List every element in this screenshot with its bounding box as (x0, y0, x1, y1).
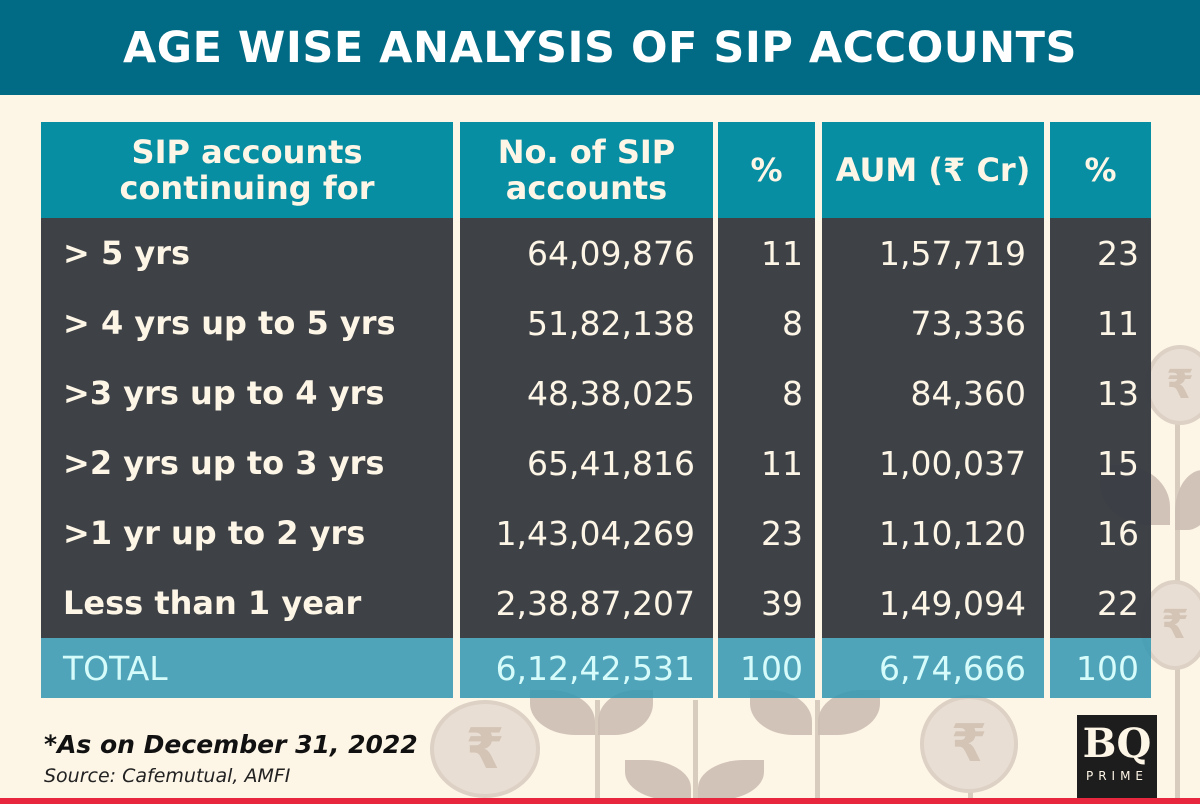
table-row-label: > 5 yrs (63, 234, 191, 272)
rupee-coin-icon: ₹ (920, 695, 1018, 793)
plant-stem-icon (815, 700, 820, 798)
footnote-date: *As on December 31, 2022 (44, 730, 418, 759)
aum-percent-value: 15 (1097, 443, 1139, 483)
plant-stem-icon (595, 700, 600, 798)
logo-subtext: PRIME (1085, 769, 1149, 783)
total-accounts-percent: 100 (718, 638, 815, 698)
accounts-percent-value: 11 (761, 443, 803, 483)
accounts-percent-value: 8 (782, 373, 803, 413)
accounts-percent-value: 8 (782, 303, 803, 343)
column-accounts: No. of SIP accounts 64,09,876 51,82,138 … (460, 122, 713, 698)
column-accounts-percent: % 11 8 8 11 23 39 100 (718, 122, 815, 698)
leaf-icon (698, 760, 764, 800)
table-row-label: >1 yr up to 2 yrs (63, 514, 366, 552)
table-row-label: >3 yrs up to 4 yrs (63, 374, 385, 412)
accounts-percent-value: 23 (761, 513, 803, 553)
table-row-label: Less than 1 year (63, 584, 362, 622)
table-row-label: >2 yrs up to 3 yrs (63, 444, 385, 482)
column-duration: SIP accounts continuing for > 5 yrs > 4 … (41, 122, 453, 698)
accounts-percent-value: 39 (761, 583, 803, 623)
leaf-icon (625, 760, 691, 800)
aum-percent-value: 16 (1097, 513, 1139, 553)
aum-value: 1,57,719 (879, 233, 1026, 273)
aum-percent-value: 23 (1097, 233, 1139, 273)
header-aum: AUM (₹ Cr) (822, 122, 1044, 218)
plant-stem-icon (693, 700, 698, 798)
total-aum: 6,74,666 (822, 638, 1044, 698)
column-aum: AUM (₹ Cr) 1,57,719 73,336 84,360 1,00,0… (822, 122, 1044, 698)
accounts-value: 48,38,025 (527, 373, 695, 413)
header-duration: SIP accounts continuing for (41, 122, 453, 218)
aum-percent-value: 13 (1097, 373, 1139, 413)
rupee-coin-icon: ₹ (1145, 345, 1200, 425)
logo-mark: BQ (1082, 720, 1152, 767)
aum-percent-value: 22 (1097, 583, 1139, 623)
header-accounts-percent: % (718, 122, 815, 218)
accounts-value: 1,43,04,269 (495, 513, 695, 553)
accounts-value: 51,82,138 (527, 303, 695, 343)
table-row-label: > 4 yrs up to 5 yrs (63, 304, 396, 342)
accounts-value: 2,38,87,207 (495, 583, 695, 623)
total-accounts: 6,12,42,531 (460, 638, 713, 698)
total-label: TOTAL (41, 638, 453, 698)
aum-percent-value: 11 (1097, 303, 1139, 343)
plant-stem-icon (968, 700, 973, 798)
header-aum-percent: % (1050, 122, 1151, 218)
plant-stem-icon (1175, 410, 1180, 800)
page-title: AGE WISE ANALYSIS OF SIP ACCOUNTS (123, 22, 1077, 73)
rupee-coin-icon: ₹ (430, 700, 540, 798)
accent-bar (0, 798, 1200, 804)
leaf-icon (1175, 470, 1200, 530)
aum-value: 1,00,037 (879, 443, 1026, 483)
bq-prime-logo: BQ PRIME (1077, 715, 1157, 798)
source-credit: Source: Cafemutual, AMFI (44, 765, 291, 787)
title-banner: AGE WISE ANALYSIS OF SIP ACCOUNTS (0, 0, 1200, 95)
total-aum-percent: 100 (1050, 638, 1151, 698)
accounts-value: 65,41,816 (527, 443, 695, 483)
aum-value: 84,360 (910, 373, 1026, 413)
aum-value: 1,10,120 (879, 513, 1026, 553)
accounts-value: 64,09,876 (527, 233, 695, 273)
accounts-percent-value: 11 (761, 233, 803, 273)
column-aum-percent: % 23 11 13 15 16 22 100 (1050, 122, 1151, 698)
aum-value: 1,49,094 (879, 583, 1026, 623)
header-accounts: No. of SIP accounts (460, 122, 713, 218)
aum-value: 73,336 (910, 303, 1026, 343)
